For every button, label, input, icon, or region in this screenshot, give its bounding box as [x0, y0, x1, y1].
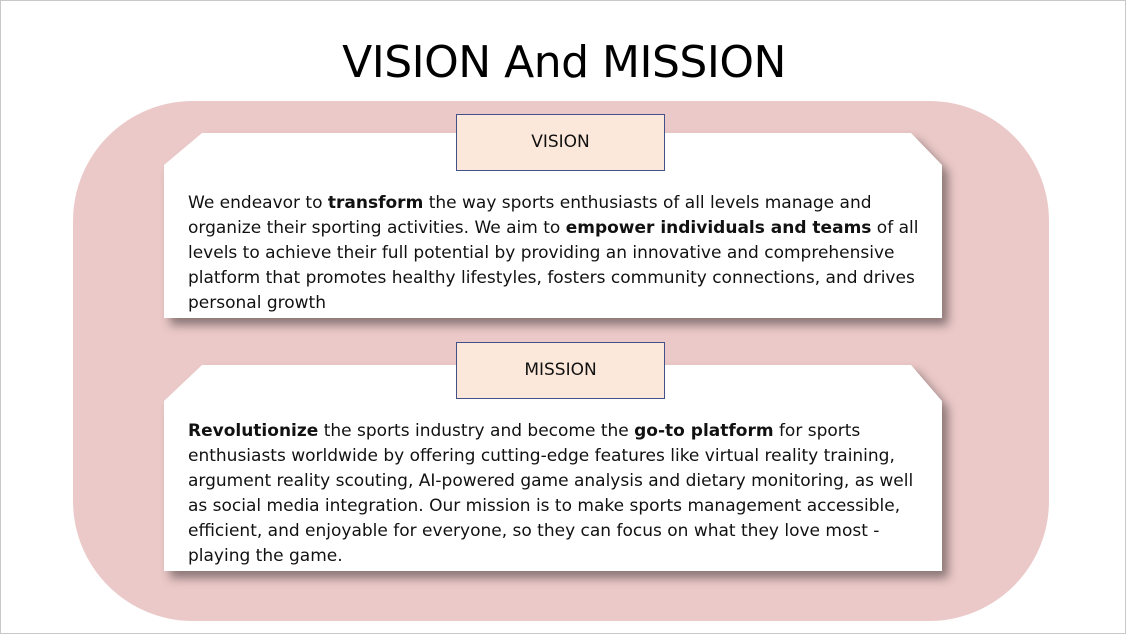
body-text: for sports enthusiasts worldwide by offe…: [188, 421, 914, 566]
mission-label: MISSION: [456, 342, 665, 399]
emphasis-text: go-to platform: [634, 421, 774, 441]
emphasis-text: transform: [327, 193, 424, 213]
vision-text: We endeavor to transform the way sports …: [188, 191, 920, 316]
mission-card: Revolutionize the sports industry and be…: [164, 365, 942, 571]
mission-card-shape: [164, 365, 942, 571]
vision-label: VISION: [456, 114, 665, 171]
emphasis-text: Revolutionize: [188, 421, 319, 441]
mission-text: Revolutionize the sports industry and be…: [188, 419, 920, 569]
body-text: the sports industry and become the: [318, 421, 635, 441]
body-text: We endeavor to: [188, 193, 328, 213]
body-text: of all levels to achieve their full pote…: [188, 218, 919, 313]
slide-title: VISION And MISSION: [342, 37, 786, 88]
emphasis-text: empower individuals and teams: [565, 218, 872, 238]
body-text: the way sports enthusiasts of all levels…: [188, 193, 872, 238]
